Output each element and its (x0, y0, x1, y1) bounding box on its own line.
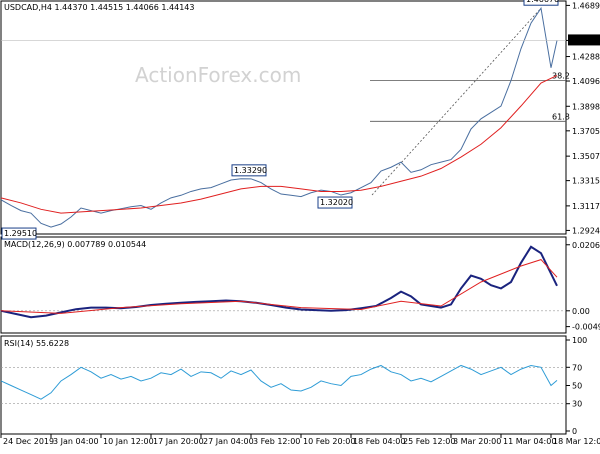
price-label-box (523, 0, 559, 6)
macd-ytick-label: 0.00 (572, 307, 590, 316)
price-ytick-label: 1.42880 (572, 53, 600, 62)
macd-ytick-label: -0.004942 (572, 323, 600, 332)
rsi-ytick-label: 30 (572, 400, 582, 409)
price-ytick-label: 1.33150 (572, 177, 600, 186)
price-ytick-label: 1.37055 (572, 127, 600, 136)
rsi-ytick-label: 70 (572, 363, 582, 372)
price-series-1 (0, 74, 558, 214)
rsi-series-0 (0, 364, 558, 400)
macd-ytick-label: 0.020637 (572, 241, 600, 250)
x-tick-label: 11 Mar 04:00 (503, 437, 556, 446)
price-label-box (1, 227, 37, 240)
x-tick-label: 10 Jan 12:00 (103, 437, 154, 446)
macd-series-1 (0, 259, 558, 314)
fib-trend-line (371, 7, 542, 196)
rsi-ytick-label: 0 (572, 427, 577, 436)
price-title: USDCAD,H4 1.44370 1.44515 1.44066 1.4414… (4, 3, 194, 12)
price-panel-frame (0, 0, 567, 235)
x-tick-label: 3 Jan 04:00 (53, 437, 99, 446)
macd-title: MACD(12,26,9) 0.007789 0.010544 (4, 240, 146, 249)
price-label-text: 1.33290 (234, 166, 267, 175)
rsi-ytick-label: 100 (572, 336, 587, 345)
price-label-text: 1.46670 (526, 0, 559, 4)
x-tick-label: 3 Feb 12:00 (253, 437, 300, 446)
price-label-box (231, 164, 267, 177)
price-ytick-label: 1.40960 (572, 77, 600, 86)
x-tick-label: 24 Dec 2019 (3, 437, 54, 446)
fib-level-label: 38.2 (552, 72, 570, 81)
x-tick-label: 18 Mar 12:00 (553, 437, 600, 446)
price-ytick-label: 1.35070 (572, 152, 600, 161)
x-tick-label: 3 Mar 20:00 (453, 437, 501, 446)
x-tick-label: 17 Jan 20:00 (153, 437, 204, 446)
macd-panel-frame (0, 236, 567, 334)
x-tick-label: 18 Feb 04:00 (353, 437, 405, 446)
x-tick-label: 10 Feb 20:00 (303, 437, 355, 446)
price-ytick-label: 1.38980 (572, 102, 600, 111)
price-label-text: 1.32020 (320, 198, 353, 207)
price-label-text: 1.29510 (4, 229, 37, 238)
price-ytick-label: 1.29245 (572, 226, 600, 235)
macd-series-0 (0, 245, 558, 319)
x-tick-label: 27 Jan 04:00 (203, 437, 254, 446)
x-tick-label: 25 Feb 12:00 (403, 437, 455, 446)
price-label-box (317, 196, 353, 209)
price-ytick-label: 1.46890 (572, 1, 600, 10)
price-ytick-label: 1.31170 (572, 202, 600, 211)
watermark: ActionForex.com (135, 63, 301, 87)
rsi-ytick-label: 50 (572, 382, 582, 391)
rsi-title: RSI(14) 55.6228 (4, 339, 69, 348)
current-price-box (568, 34, 600, 46)
fib-level-label: 61.8 (552, 112, 570, 121)
